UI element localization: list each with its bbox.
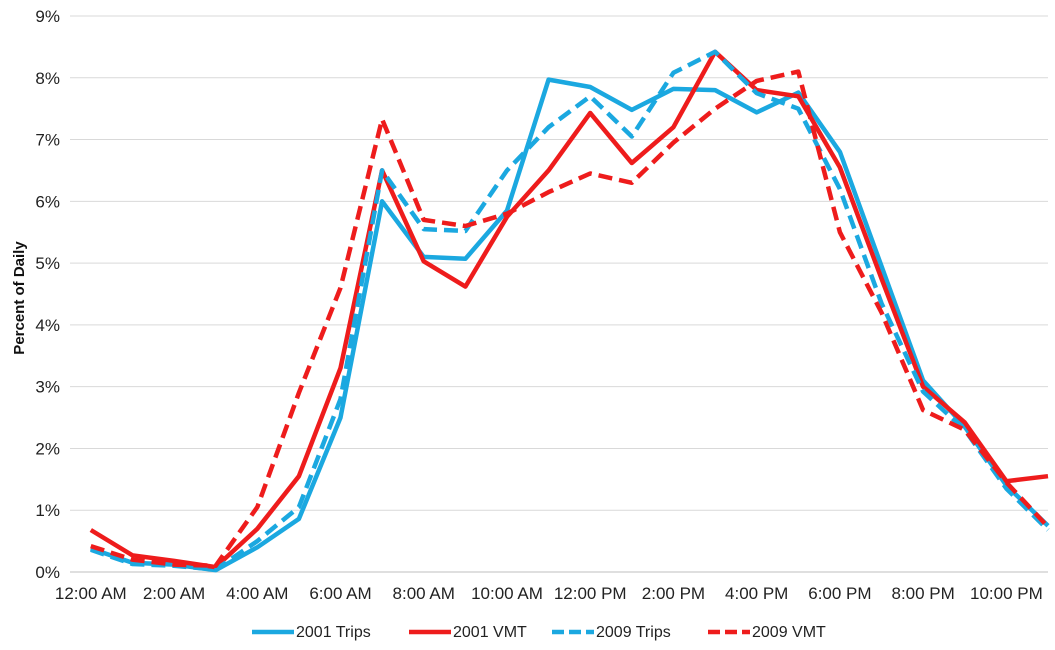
series-line-2001-trips: [90, 77, 1050, 573]
legend-label: 2001 VMT: [453, 624, 527, 641]
series-line-2009-vmt: [90, 69, 1050, 569]
y-tick-label: 8%: [35, 69, 60, 88]
y-tick-label: 6%: [35, 192, 60, 211]
x-axis-ticks: 12:00 AM 2:00 AM 4:00 AM 6:00 AM 8:00 AM 10:0…: [55, 584, 1043, 603]
x-tick-label: 8:00 PM: [891, 584, 954, 603]
y-tick-label: 5%: [35, 254, 60, 273]
legend-item[interactable]: 2009 Trips: [552, 624, 671, 641]
x-tick-label: 8:00 AM: [393, 584, 455, 603]
x-tick-label: 6:00 PM: [808, 584, 871, 603]
x-tick-label: 2:00 AM: [143, 584, 205, 603]
legend-label: 2009 Trips: [596, 624, 671, 641]
x-tick-label: 10:00 AM: [471, 584, 543, 603]
legend-item[interactable]: 2009 VMT: [708, 624, 826, 641]
x-tick-label: 10:00 PM: [970, 584, 1043, 603]
x-tick-label: 12:00 AM: [55, 584, 127, 603]
y-tick-label: 2%: [35, 439, 60, 458]
y-tick-label: 1%: [35, 501, 60, 520]
legend-item[interactable]: 2001 VMT: [409, 624, 527, 641]
series-lines: [89, 49, 1050, 573]
x-tick-label: 4:00 PM: [725, 584, 788, 603]
y-tick-label: 3%: [35, 378, 60, 397]
legend-item[interactable]: 2001 Trips: [252, 624, 371, 641]
series-line-2001-vmt: [89, 49, 1049, 570]
y-tick-label: 9%: [35, 7, 60, 26]
legend[interactable]: 2001 Trips 2001 VMT 2009 Trips 2009 VMT: [252, 624, 826, 641]
legend-label: 2001 Trips: [296, 624, 371, 641]
x-tick-label: 2:00 PM: [642, 584, 705, 603]
y-tick-label: 7%: [35, 131, 60, 150]
gridlines: [70, 15, 1048, 573]
x-tick-label: 4:00 AM: [226, 584, 288, 603]
x-tick-label: 12:00 PM: [554, 584, 627, 603]
series-line-2009-trips: [90, 49, 1050, 572]
y-axis-title: Percent of Daily: [11, 241, 28, 355]
legend-label: 2009 VMT: [752, 624, 826, 641]
y-tick-label: 4%: [35, 316, 60, 335]
y-axis-ticks: 0% 1% 2% 3% 4% 5% 6% 7% 8% 9%: [35, 7, 60, 582]
y-tick-label: 0%: [35, 563, 60, 582]
x-tick-label: 6:00 AM: [309, 584, 371, 603]
